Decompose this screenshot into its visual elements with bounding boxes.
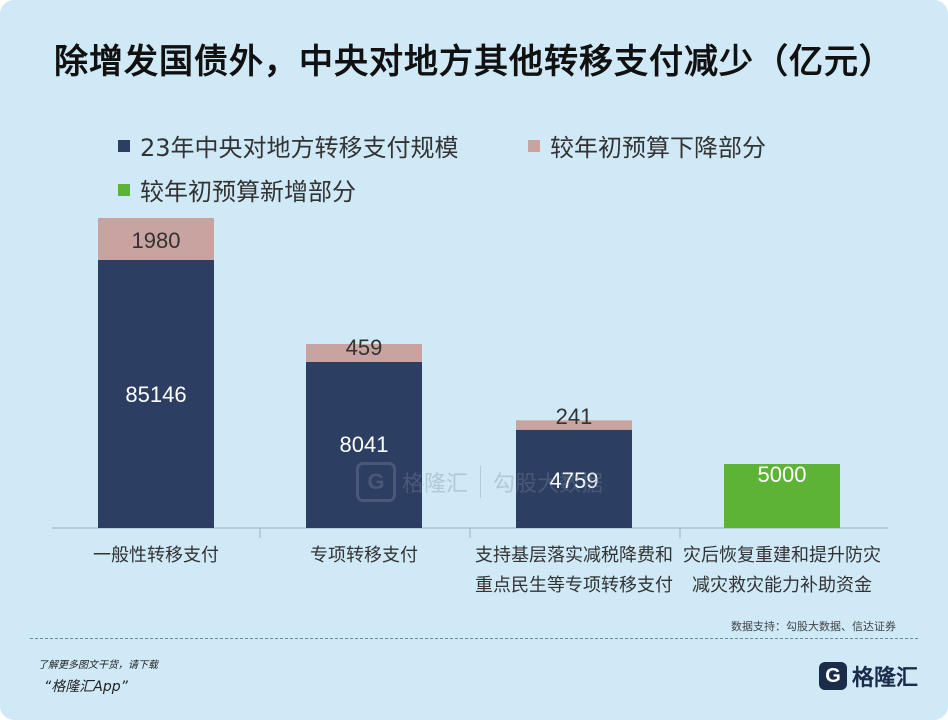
legend-swatch-decline — [528, 139, 540, 152]
bar-new-3 — [724, 464, 840, 528]
watermark-divider — [480, 466, 482, 498]
footer-divider — [30, 638, 918, 639]
legend-label-scale: 23年中央对地方转移支付规模 — [140, 134, 459, 162]
legend-label-decline: 较年初预算下降部分 — [550, 134, 766, 162]
bar-scale-2 — [516, 429, 632, 528]
legend-item-decline: 较年初预算下降部分 — [528, 128, 766, 163]
legend-swatch-new — [118, 183, 130, 196]
data-label-1: 1980 — [132, 228, 181, 253]
data-label-4: 4759 — [550, 468, 599, 493]
data-label-0: 85146 — [125, 382, 186, 407]
category-label-0-0: 一般性转移支付 — [93, 545, 219, 566]
watermark-brand2: 勾股大数据 — [493, 472, 604, 497]
legend-label-new: 较年初预算新增部分 — [140, 178, 356, 206]
data-label-3: 459 — [346, 335, 383, 360]
legend-swatch-scale — [118, 139, 130, 152]
bar-decline-0 — [98, 218, 214, 260]
chart-title: 除增发国债外，中央对地方其他转移支付减少（亿元） — [54, 42, 894, 82]
data-label-5: 241 — [556, 404, 593, 429]
logo-icon: G — [818, 662, 847, 690]
category-label-1-0: 专项转移支付 — [310, 545, 418, 566]
legend-item-scale: 23年中央对地方转移支付规模 — [118, 128, 459, 163]
footer-note: 了解更多图文干货，请下载 — [38, 660, 158, 671]
watermark: G 格隆汇 勾股大数据 — [356, 462, 603, 502]
data-label-2: 8041 — [340, 432, 389, 457]
watermark-brand: 格隆汇 — [402, 472, 469, 497]
category-label-2-1: 重点民生等专项转移支付 — [475, 575, 673, 596]
category-label-2-0: 支持基层落实减税降费和 — [475, 545, 673, 566]
legend-item-new: 较年初预算新增部分 — [118, 172, 356, 207]
bar-scale-1 — [306, 362, 422, 528]
footer-logo-text: 格隆汇 — [851, 666, 918, 691]
footer-logo: G 格隆汇 — [818, 660, 918, 692]
data-source: 数据支持：勾股大数据、信达证券 — [731, 620, 896, 633]
bar-scale-0 — [98, 260, 214, 528]
category-label-3-0: 灾后恢复重建和提升防灾 — [683, 545, 881, 566]
footer-app-name: “格隆汇App” — [44, 679, 128, 695]
data-label-6: 5000 — [758, 462, 807, 487]
bar-decline-1 — [306, 343, 422, 362]
bar-decline-2 — [516, 420, 632, 430]
watermark-logo-icon: G — [356, 462, 396, 502]
category-label-3-1: 减灾救灾能力补助资金 — [692, 575, 872, 596]
